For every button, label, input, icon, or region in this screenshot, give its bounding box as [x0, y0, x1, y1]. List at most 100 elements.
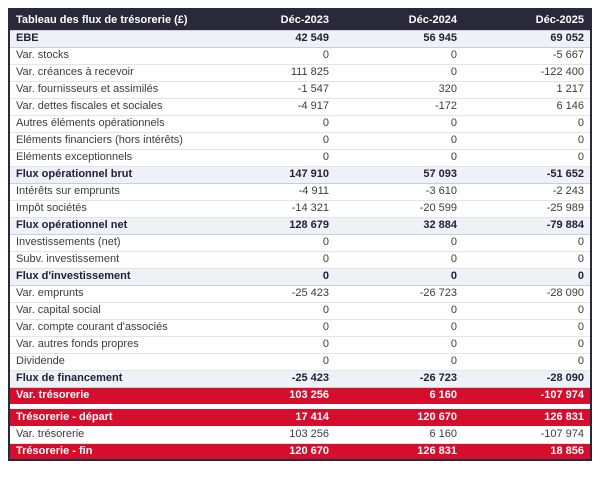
row-value: 111 825 — [207, 64, 335, 82]
table-row: Investissements (net) 0 0 0 — [9, 234, 591, 252]
row-value: -3 610 — [335, 183, 463, 201]
column-header-dec-2023: Déc-2023 — [207, 9, 335, 30]
header-row: Tableau des flux de trésorerie (£) Déc-2… — [9, 9, 591, 30]
table-body: EBE 42 549 56 945 69 052 Var. stocks 0 0 -5 667… — [9, 29, 591, 460]
row-label: Trésorerie - départ — [9, 409, 207, 426]
row-label: Var. trésorerie — [9, 426, 207, 444]
row-label: Var. emprunts — [9, 285, 207, 303]
row-value: -14 321 — [207, 200, 335, 218]
table-row: Var. autres fonds propres 0 0 0 — [9, 336, 591, 354]
row-value: 0 — [207, 47, 335, 65]
row-value: 69 052 — [463, 29, 591, 48]
table-row: Autres éléments opérationnels 0 0 0 — [9, 115, 591, 133]
spacer-row — [9, 404, 591, 409]
column-header-dec-2024: Déc-2024 — [335, 9, 463, 30]
row-label: Flux d'investissement — [9, 267, 207, 286]
row-value: -4 911 — [207, 183, 335, 201]
row-label: Dividende — [9, 353, 207, 371]
row-value: 17 414 — [207, 409, 335, 426]
row-label: Var. stocks — [9, 47, 207, 65]
table-row: Var. trésorerie 103 256 6 160 -107 974 — [9, 426, 591, 444]
row-value: -26 723 — [335, 369, 463, 388]
row-value: 126 831 — [463, 409, 591, 426]
table-row: Eléments exceptionnels 0 0 0 — [9, 149, 591, 167]
row-value: -122 400 — [463, 64, 591, 82]
table-row: Flux opérationnel brut 147 910 57 093 -51 6… — [9, 165, 591, 184]
row-value: 32 884 — [335, 216, 463, 235]
row-value: 1 217 — [463, 81, 591, 99]
table-row: Trésorerie - fin 120 670 126 831 18 856 — [9, 443, 591, 460]
row-value: 0 — [335, 353, 463, 371]
row-value: -107 974 — [463, 426, 591, 444]
row-value: 0 — [207, 353, 335, 371]
table-row: Var. emprunts -25 423 -26 723 -28 090 — [9, 285, 591, 303]
spacer-cell — [9, 404, 591, 409]
row-value: 0 — [207, 302, 335, 320]
table-row: Var. créances à recevoir 111 825 0 -122 400 — [9, 64, 591, 82]
row-value: -5 667 — [463, 47, 591, 65]
table-row: Var. dettes fiscales et sociales -4 917 -1… — [9, 98, 591, 116]
row-value: 42 549 — [207, 29, 335, 48]
row-value: -1 547 — [207, 81, 335, 99]
row-value: -26 723 — [335, 285, 463, 303]
row-value: 147 910 — [207, 165, 335, 184]
table-row: Intérêts sur emprunts -4 911 -3 610 -2 243 — [9, 183, 591, 201]
row-value: -79 884 — [463, 216, 591, 235]
row-value: 0 — [335, 47, 463, 65]
row-value: 103 256 — [207, 426, 335, 444]
row-value: 0 — [463, 302, 591, 320]
table-row: Eléments financiers (hors intérêts) 0 0 0 — [9, 132, 591, 150]
column-header-dec-2025: Déc-2025 — [463, 9, 591, 30]
row-value: 120 670 — [207, 443, 335, 460]
cashflow-table: Tableau des flux de trésorerie (£) Déc-2… — [8, 8, 592, 461]
table-row: Var. trésorerie 103 256 6 160 -107 974 — [9, 387, 591, 404]
row-value: 56 945 — [335, 29, 463, 48]
table-row: Impôt sociétés -14 321 -20 599 -25 989 — [9, 200, 591, 218]
row-value: -107 974 — [463, 387, 591, 404]
row-label: Impôt sociétés — [9, 200, 207, 218]
row-label: Flux de financement — [9, 369, 207, 388]
row-value: 0 — [463, 336, 591, 354]
row-value: 0 — [335, 132, 463, 150]
table-row: Trésorerie - départ 17 414 120 670 126 831 — [9, 409, 591, 426]
row-value: 0 — [335, 251, 463, 269]
row-label: Intérêts sur emprunts — [9, 183, 207, 201]
table-row: Var. capital social 0 0 0 — [9, 302, 591, 320]
row-value: 0 — [335, 149, 463, 167]
row-value: 57 093 — [335, 165, 463, 184]
row-value: 0 — [335, 267, 463, 286]
table-row: Var. fournisseurs et assimilés -1 547 320 1… — [9, 81, 591, 99]
table-header: Tableau des flux de trésorerie (£) Déc-2… — [9, 9, 591, 30]
row-value: -172 — [335, 98, 463, 116]
row-value: 0 — [463, 319, 591, 337]
row-value: 0 — [335, 64, 463, 82]
row-label: Var. dettes fiscales et sociales — [9, 98, 207, 116]
row-value: -51 652 — [463, 165, 591, 184]
row-value: -28 090 — [463, 285, 591, 303]
row-value: 0 — [207, 336, 335, 354]
row-label: Var. créances à recevoir — [9, 64, 207, 82]
row-value: 126 831 — [335, 443, 463, 460]
row-value: -2 243 — [463, 183, 591, 201]
row-value: 6 160 — [335, 387, 463, 404]
row-label: Var. capital social — [9, 302, 207, 320]
row-value: -20 599 — [335, 200, 463, 218]
row-value: 120 670 — [335, 409, 463, 426]
row-value: 0 — [207, 234, 335, 252]
row-value: 0 — [207, 251, 335, 269]
table-row: Var. stocks 0 0 -5 667 — [9, 47, 591, 65]
table-row: Var. compte courant d'associés 0 0 0 — [9, 319, 591, 337]
table-row: Dividende 0 0 0 — [9, 353, 591, 371]
row-label: Autres éléments opérationnels — [9, 115, 207, 133]
row-label: Var. trésorerie — [9, 387, 207, 404]
row-label: Investissements (net) — [9, 234, 207, 252]
row-label: Eléments financiers (hors intérêts) — [9, 132, 207, 150]
row-label: Eléments exceptionnels — [9, 149, 207, 167]
row-value: 128 679 — [207, 216, 335, 235]
table-row: Flux opérationnel net 128 679 32 884 -79 88… — [9, 216, 591, 235]
row-value: 320 — [335, 81, 463, 99]
table-row: Flux de financement -25 423 -26 723 -28 090 — [9, 369, 591, 388]
cashflow-page: Tableau des flux de trésorerie (£) Déc-2… — [8, 8, 592, 461]
row-value: 0 — [335, 302, 463, 320]
row-label: EBE — [9, 29, 207, 48]
